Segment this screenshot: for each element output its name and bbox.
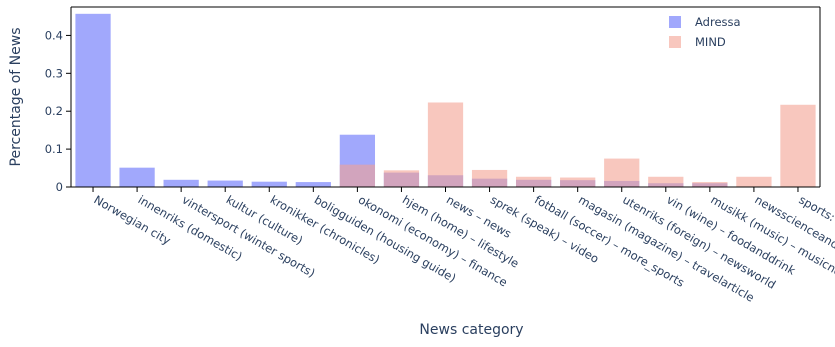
y-axis-title: Percentage of News — [8, 28, 24, 167]
bar-adressa-norwegian-city[interactable] — [75, 13, 111, 187]
legend-label-adressa[interactable]: Adressa — [695, 15, 741, 29]
bar-mind-news-news[interactable] — [427, 102, 464, 187]
y-tick-labels: 0 0.1 0.2 0.3 0.4 — [45, 28, 71, 194]
y-tick-label: 0.2 — [45, 104, 63, 118]
y-tick-label: 0 — [56, 180, 63, 194]
legend-swatch-adressa[interactable] — [669, 16, 681, 28]
bar-mind-hjem-home-lifestyle[interactable] — [383, 170, 420, 187]
bar-mind-fotball-soccer-more-sports[interactable] — [515, 176, 552, 187]
bar-adressa-innenriks-domestic[interactable] — [119, 167, 155, 187]
bar-mind-sprek-speak-video[interactable] — [471, 169, 508, 187]
bar-adressa-vintersport-winter-sports[interactable] — [163, 179, 199, 187]
legend[interactable]: Adressa MIND — [669, 15, 741, 49]
bar-mind-newsscienceandtechnology[interactable] — [736, 176, 772, 187]
x-tick-label-norwegian-city: Norwegian city — [92, 192, 174, 247]
legend-label-mind[interactable]: MIND — [695, 35, 726, 49]
y-tick-label: 0.1 — [45, 142, 63, 156]
bar-mind-okonomi-economy-finance[interactable] — [339, 164, 376, 187]
bar-mind-magasin-magazine-travelarticle[interactable] — [560, 177, 596, 187]
bar-adressa-kronikker-chronicles[interactable] — [251, 181, 287, 187]
bar-mind-musikk-music-musicnews[interactable] — [692, 182, 728, 187]
bar-mind-vin-wine-foodanddrink[interactable] — [648, 176, 684, 187]
bar-adressa-kultur-culture[interactable] — [207, 180, 243, 187]
legend-swatch-mind[interactable] — [669, 36, 681, 48]
x-axis-title: News category — [419, 322, 523, 338]
y-tick-label: 0.4 — [45, 28, 63, 42]
y-tick-label: 0.3 — [45, 66, 63, 80]
bar-mind-sports-nba-mlb-nfl[interactable] — [780, 104, 816, 187]
bar-adressa-boligguiden-housing-guide[interactable] — [295, 182, 331, 187]
bar-mind-utenriks-foreign-newsworld[interactable] — [604, 158, 640, 187]
bars-layer — [75, 13, 816, 187]
